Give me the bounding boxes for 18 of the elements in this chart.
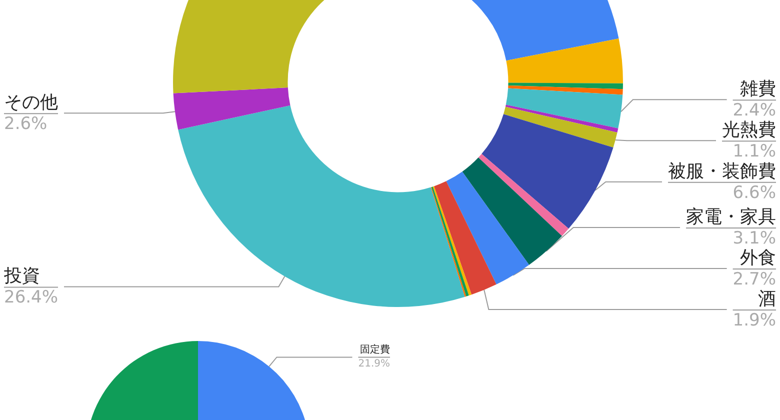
data-label: 1.1% — [732, 142, 776, 162]
data-label: 26.4% — [4, 288, 58, 308]
data-label: 6.6% — [732, 182, 776, 203]
slice-label: 被服・装飾費 — [668, 160, 776, 182]
data-label: 21.9% — [358, 358, 390, 370]
slice-label: 固定費 — [360, 344, 390, 356]
data-label: 2.7% — [732, 270, 776, 290]
data-label: 2.4% — [732, 100, 776, 121]
slice-label: 雑費 — [740, 78, 776, 100]
slice-label: 投資 — [3, 266, 40, 287]
slice-label: 光熱費 — [722, 120, 776, 141]
slice-label: その他 — [4, 92, 58, 114]
slice-label: 酒 — [758, 288, 776, 310]
slice-label: 家電・家具 — [686, 206, 776, 228]
data-label: 3.1% — [732, 228, 776, 248]
data-label: 2.6% — [4, 114, 48, 134]
slice-label: 外食 — [740, 248, 776, 268]
data-label: 1.9% — [732, 310, 776, 330]
